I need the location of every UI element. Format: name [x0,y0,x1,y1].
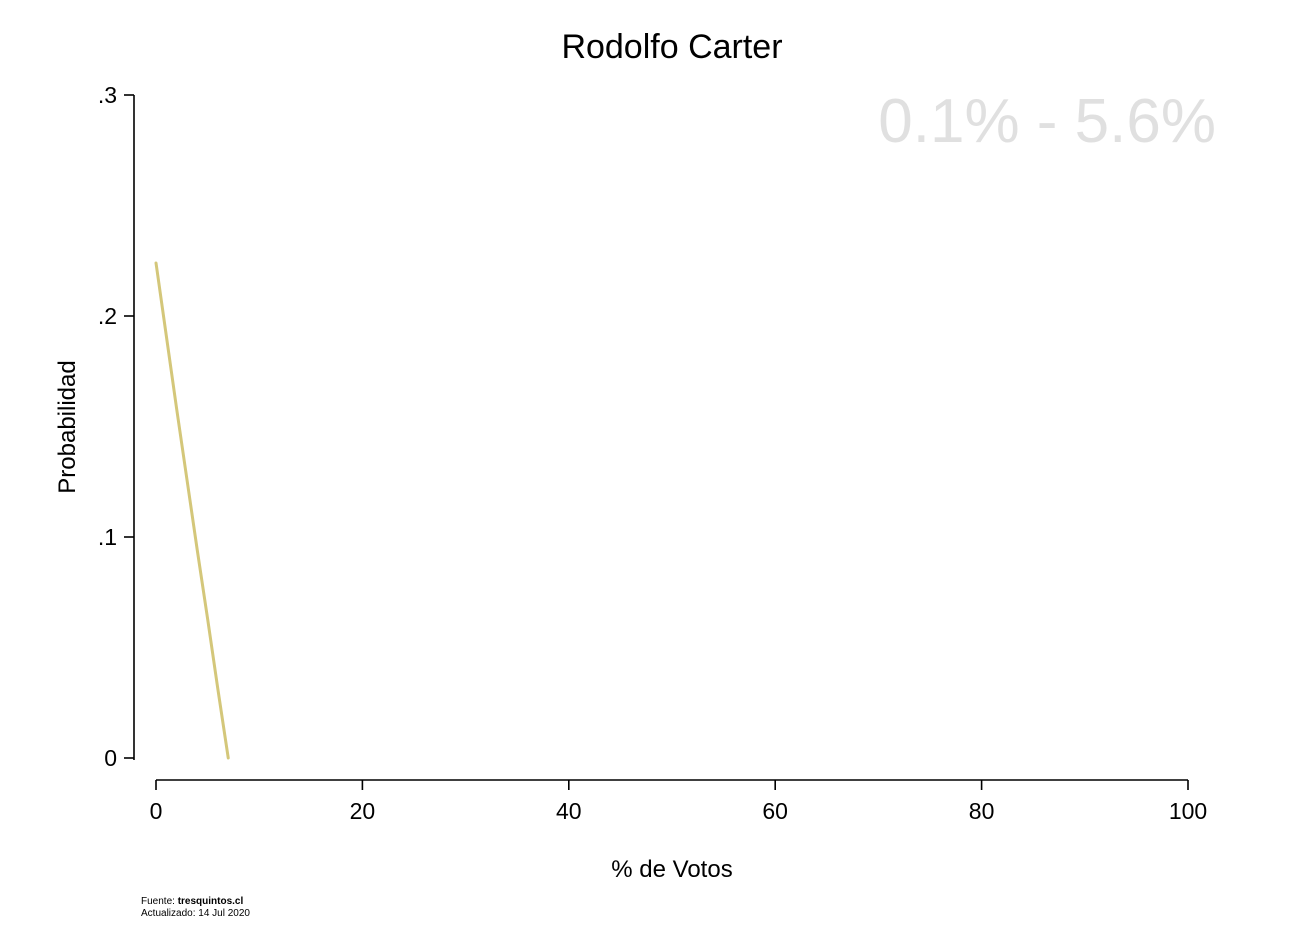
y-tick-label: 0 [104,745,117,771]
density-series-line [154,261,230,760]
y-ticks: 0 .1 .2 .3 [98,82,134,771]
x-tick-label: 60 [762,798,788,824]
y-axis-label: Probabilidad [54,360,81,493]
source-name: tresquintos.cl [177,896,244,907]
series-group [154,261,230,760]
x-tick-label: 0 [150,798,163,824]
source-line: Fuente: tresquintos.cl [141,896,250,908]
x-tick-label: 100 [1169,798,1207,824]
y-tick-label: .1 [98,524,117,550]
chart-title: Rodolfo Carter [561,28,782,66]
updated-line: Actualizado: 14 Jul 2020 [141,908,250,919]
x-axis-label: % de Votos [611,856,732,883]
footer: Fuente: tresquintos.cl Actualizado: 14 J… [141,896,250,920]
source-label: Fuente: [141,896,178,907]
x-tick-label: 20 [350,798,376,824]
x-tick-label: 80 [969,798,995,824]
y-tick-label: .2 [98,303,117,329]
x-ticks: 0 20 40 60 80 100 [150,780,1207,824]
range-annotation: 0.1% - 5.6% [878,87,1216,156]
x-tick-label: 40 [556,798,582,824]
y-tick-label: .3 [98,82,117,108]
